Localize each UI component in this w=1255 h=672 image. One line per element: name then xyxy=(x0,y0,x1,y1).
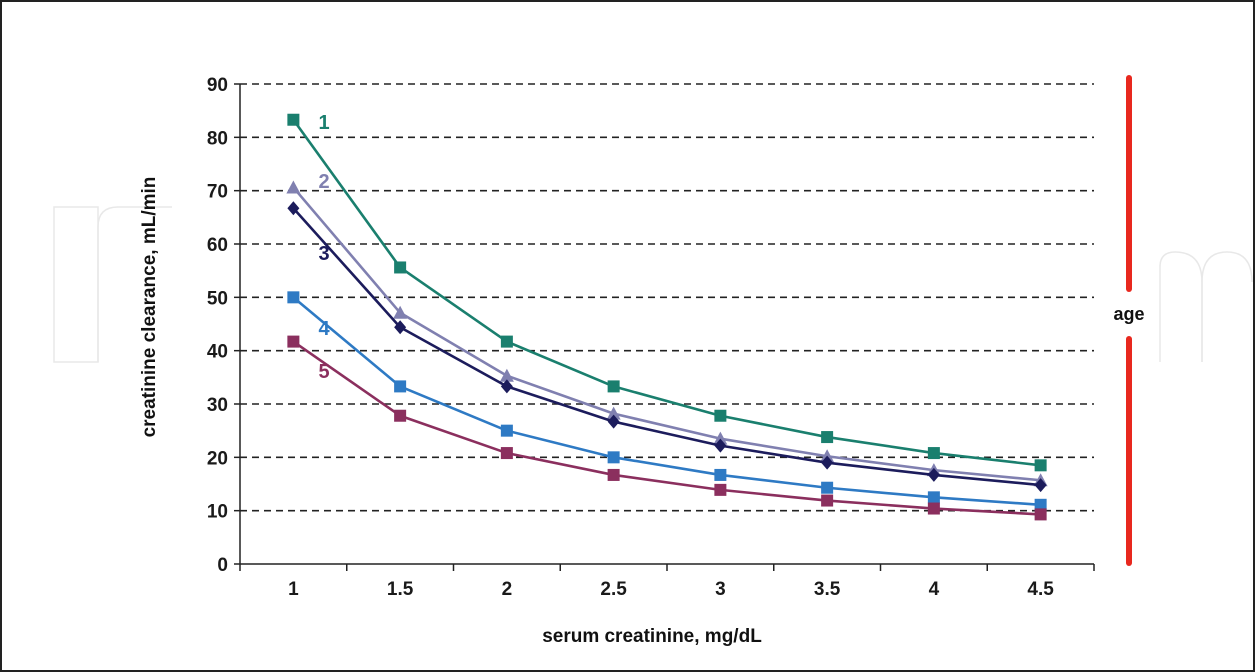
age-label: age xyxy=(1113,304,1144,324)
data-point xyxy=(713,431,728,445)
data-point xyxy=(500,447,513,460)
series-label-4: 4 xyxy=(318,318,330,340)
series-4 xyxy=(287,291,1047,511)
x-tick-label: 1.5 xyxy=(387,579,414,600)
background-watermark xyxy=(53,206,1253,363)
series-label-5: 5 xyxy=(318,361,329,383)
grid-lines xyxy=(240,83,1094,512)
data-point xyxy=(607,380,620,393)
data-point xyxy=(500,424,513,437)
y-tick-label: 60 xyxy=(207,235,228,256)
data-point xyxy=(821,494,834,507)
series-line xyxy=(292,207,1041,487)
x-tick-label: 1 xyxy=(288,579,299,600)
data-point xyxy=(500,335,513,348)
series-label-3: 3 xyxy=(318,243,329,265)
series-label-1: 1 xyxy=(318,112,329,134)
series-5 xyxy=(287,335,1047,521)
data-point xyxy=(394,320,407,335)
axes xyxy=(234,83,1095,571)
data-point xyxy=(287,113,300,126)
data-point xyxy=(394,380,407,393)
series-line xyxy=(292,118,1041,467)
data-point xyxy=(821,455,834,470)
data-point xyxy=(927,502,940,515)
data-point xyxy=(714,438,727,453)
series-label-2: 2 xyxy=(318,171,329,193)
x-tick-label: 3.5 xyxy=(814,579,841,600)
data-point xyxy=(714,468,727,481)
y-tick-label: 50 xyxy=(207,288,228,309)
series-line xyxy=(292,296,1041,507)
series-group xyxy=(286,113,1048,521)
data-point xyxy=(1034,459,1047,472)
data-point xyxy=(607,468,620,481)
data-point xyxy=(821,481,834,494)
x-tick-label: 2.5 xyxy=(600,579,627,600)
data-point xyxy=(286,180,301,194)
x-tick-label: 4.5 xyxy=(1027,579,1054,600)
x-tick-label: 2 xyxy=(502,579,513,600)
x-tick-labels: 1 1.5 2 2.5 3 3.5 4 4.5 xyxy=(288,579,1054,600)
series-line xyxy=(292,340,1041,516)
data-point xyxy=(606,406,621,420)
data-point xyxy=(821,431,834,444)
y-tick-label: 30 xyxy=(207,395,228,416)
x-axis-title: serum creatinine, mg/dL xyxy=(542,626,762,647)
y-tick-labels: 0 10 20 30 40 50 60 70 80 90 xyxy=(207,75,228,576)
data-point xyxy=(607,414,620,429)
data-point xyxy=(927,491,940,504)
data-point xyxy=(287,291,300,304)
data-point xyxy=(394,261,407,274)
age-indicator: age xyxy=(1113,75,1145,566)
data-point xyxy=(1034,478,1047,493)
data-point xyxy=(1034,498,1047,511)
y-tick-label: 90 xyxy=(207,75,228,96)
y-tick-label: 10 xyxy=(207,502,228,523)
data-point xyxy=(1034,508,1047,521)
data-point xyxy=(287,335,300,348)
y-tick-label: 80 xyxy=(207,128,228,149)
data-point xyxy=(927,447,940,460)
data-point xyxy=(500,379,513,394)
data-point xyxy=(287,201,300,216)
data-point xyxy=(394,409,407,422)
data-point xyxy=(607,451,620,464)
y-tick-label: 40 xyxy=(207,342,228,363)
series-1 xyxy=(287,113,1047,472)
x-tick-label: 4 xyxy=(929,579,940,600)
data-point xyxy=(927,467,940,482)
data-point xyxy=(714,409,727,422)
data-point xyxy=(499,368,514,382)
series-line xyxy=(292,186,1041,482)
data-point xyxy=(393,305,408,319)
data-point xyxy=(714,483,727,496)
series-3 xyxy=(287,201,1047,493)
x-tick-label: 3 xyxy=(715,579,726,600)
y-axis-title: creatinine clearance, mL/min xyxy=(139,177,160,438)
series-labels: 1 2 3 4 5 xyxy=(318,112,330,383)
y-tick-label: 0 xyxy=(217,555,228,576)
y-tick-label: 70 xyxy=(207,182,228,203)
y-tick-label: 20 xyxy=(207,448,228,469)
